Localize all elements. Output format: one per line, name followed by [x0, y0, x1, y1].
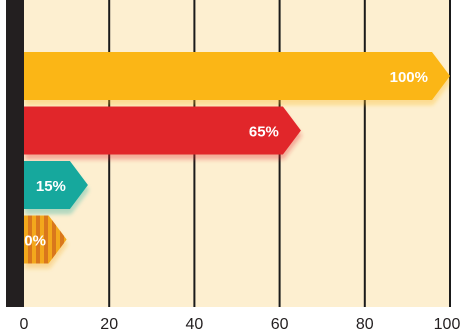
stripe [52, 215, 56, 264]
bar: 65% [24, 106, 301, 155]
bar-value-label: 100% [390, 69, 428, 86]
stripe [28, 215, 32, 264]
stripe [60, 215, 64, 264]
bar: 15% [24, 161, 88, 209]
bar: 10% [16, 215, 67, 264]
x-tick-label: 100 [434, 316, 461, 333]
bar: 100% [24, 52, 450, 100]
bar-stripes [28, 215, 64, 264]
stripe [44, 215, 48, 264]
x-tick-label: 80 [356, 316, 374, 333]
x-tick-label: 20 [100, 316, 118, 333]
x-tick-label: 60 [271, 316, 289, 333]
bar-value-label: 65% [249, 124, 279, 141]
axis-bar [6, 0, 24, 307]
x-axis-ticks: 0 20 40 60 80 100 [20, 316, 461, 333]
bar-shape [24, 52, 450, 100]
x-tick-label: 0 [20, 316, 29, 333]
x-tick-label: 40 [186, 316, 204, 333]
bars: 100% 65% 15% 10% [16, 52, 450, 264]
bar-value-label: 15% [36, 178, 66, 195]
bar-shape [24, 161, 88, 209]
stripe [36, 215, 40, 264]
bar-shape [24, 106, 301, 155]
bar-value-label: 10% [16, 233, 46, 250]
